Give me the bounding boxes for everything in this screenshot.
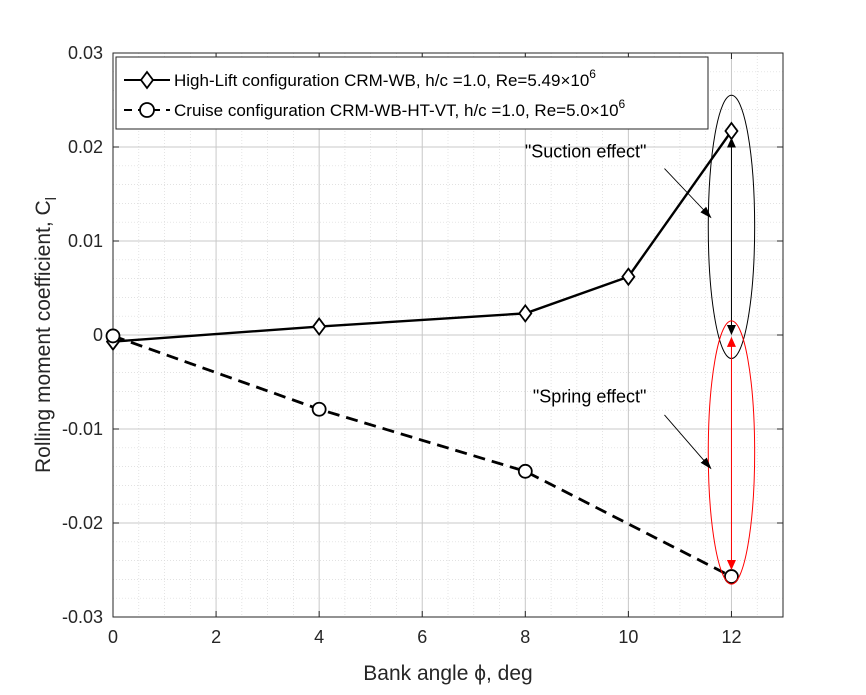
series-layer bbox=[105, 121, 739, 584]
y-axis-label-sub: l bbox=[43, 197, 60, 200]
x-tick-label: 10 bbox=[618, 627, 638, 647]
annotation-ellipse bbox=[707, 320, 756, 585]
y-tick-label: -0.03 bbox=[62, 607, 103, 627]
annotation-pointer-arrow bbox=[664, 414, 712, 470]
legend-box bbox=[115, 56, 709, 130]
legend-marker-circle bbox=[139, 102, 155, 118]
data-point-circle bbox=[105, 328, 121, 344]
y-tick-label: -0.02 bbox=[62, 513, 103, 533]
series-line-1 bbox=[112, 334, 733, 578]
annotation-layer: "Suction effect" "Spring effect" bbox=[525, 94, 756, 585]
x-tick-label: 8 bbox=[520, 627, 530, 647]
y-tick-label: 0.03 bbox=[68, 43, 103, 63]
axis-ticks bbox=[112, 52, 783, 618]
y-tick-label: 0 bbox=[93, 325, 103, 345]
annotation-text: "Suction effect" bbox=[525, 141, 647, 161]
x-tick-label: 12 bbox=[721, 627, 741, 647]
legend-label-high-lift: High-Lift configuration CRM-WB, h/c =1.0… bbox=[174, 67, 596, 90]
x-axis-label: Bank angle ϕ, deg bbox=[363, 662, 532, 685]
y-axis-label-main: Rolling moment coefficient, C bbox=[32, 200, 55, 473]
data-point-diamond bbox=[621, 267, 636, 287]
x-tick-label: 4 bbox=[314, 627, 324, 647]
annotation-pointer-arrow bbox=[664, 168, 712, 219]
tick-labels: 0 2 4 6 8 10 12 -0.03 -0.02 -0.01 0 0.01 0.02 0.03 bbox=[62, 43, 742, 647]
y-tick-label: -0.01 bbox=[62, 419, 103, 439]
y-tick-label: 0.02 bbox=[68, 137, 103, 157]
x-tick-label: 0 bbox=[108, 627, 118, 647]
y-axis-label: Rolling moment coefficient, Cl bbox=[32, 197, 60, 473]
annotation-text: "Spring effect" bbox=[533, 387, 647, 407]
data-point-circle bbox=[724, 569, 739, 584]
legend: High-Lift configuration CRM-WB, h/c =1.0… bbox=[115, 56, 709, 130]
data-point-diamond bbox=[312, 317, 327, 337]
x-tick-label: 6 bbox=[417, 627, 427, 647]
data-point-circle bbox=[517, 463, 533, 479]
legend-marker-diamond bbox=[139, 70, 155, 90]
data-point-circle bbox=[311, 401, 327, 417]
legend-label-cruise: Cruise configuration CRM-WB-HT-VT, h/c =… bbox=[174, 97, 626, 120]
data-point-diamond bbox=[518, 303, 533, 323]
x-tick-label: 2 bbox=[211, 627, 221, 647]
y-tick-label: 0.01 bbox=[68, 231, 103, 251]
